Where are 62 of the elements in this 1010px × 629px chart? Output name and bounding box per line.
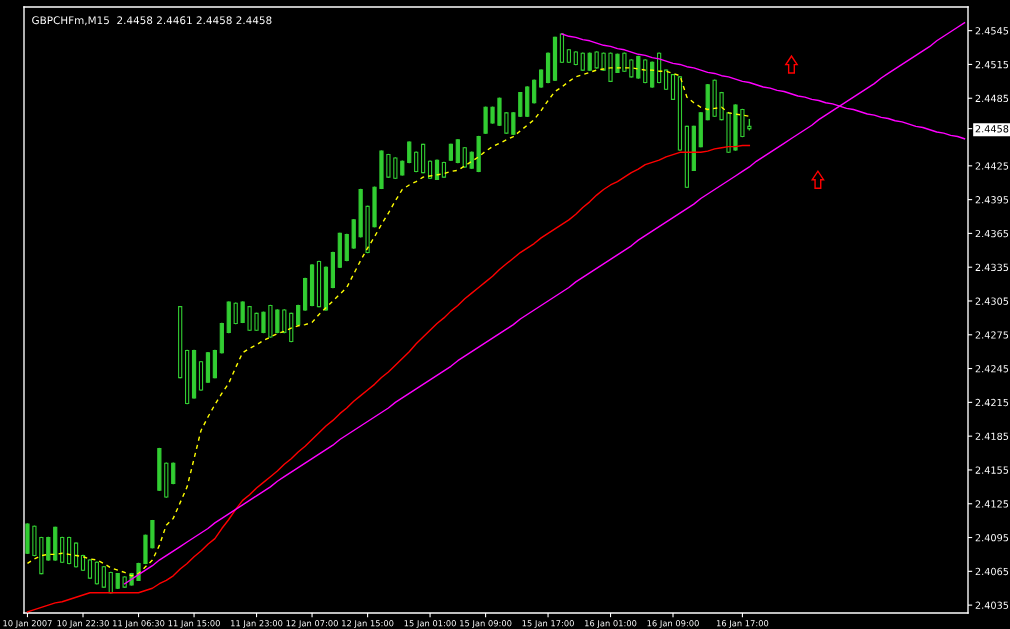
y-tick-label: 2.4425 xyxy=(975,162,1009,170)
candlestick xyxy=(622,52,627,72)
x-tick-label: 15 Jan 09:00 xyxy=(460,620,512,628)
y-tick-label: 2.4335 xyxy=(975,263,1009,272)
candlestick xyxy=(296,304,301,326)
y-tick-label: 2.4065 xyxy=(975,567,1009,576)
line-series xyxy=(26,144,751,613)
y-tick-label: 2.4185 xyxy=(975,432,1009,440)
y-tick-label: 2.4095 xyxy=(975,534,1009,542)
x-tick-label: 12 Jan 07:00 xyxy=(286,620,338,628)
candlestick xyxy=(87,559,93,579)
candlestick xyxy=(414,151,419,173)
candlestick xyxy=(434,159,440,181)
candlestick xyxy=(663,69,669,90)
x-tick-label: 16 Jan 17:00 xyxy=(716,620,769,628)
y-tick-label: 2.4485 xyxy=(975,94,1009,103)
line-series xyxy=(26,67,751,577)
y-tick-label: 2.4245 xyxy=(975,365,1009,373)
candlestick xyxy=(518,91,523,117)
y-tick-label: 2.4365 xyxy=(975,229,1009,238)
x-tick-label: 16 Jan 01:00 xyxy=(585,620,637,628)
y-tick-label: 2.4125 xyxy=(975,500,1009,508)
y-tick-label: 2.4215 xyxy=(975,398,1009,407)
candlestick xyxy=(261,311,266,334)
x-tick-label: 15 Jan 01:00 xyxy=(404,620,456,628)
candlestick xyxy=(455,139,460,164)
candlestick xyxy=(393,157,398,179)
y-tick-label: 2.4515 xyxy=(975,60,1009,69)
candlestick xyxy=(101,566,106,588)
x-tick-label: 16 Jan 09:00 xyxy=(647,620,699,628)
candlestick xyxy=(504,112,509,134)
candlestick xyxy=(73,542,79,568)
y-tick-label: 2.4035 xyxy=(975,601,1009,609)
x-tick-label: 12 Jan 15:00 xyxy=(342,620,394,628)
candlestick xyxy=(532,79,537,104)
candlestick xyxy=(240,301,245,324)
y-tick-label: 2.4458 xyxy=(975,125,1009,133)
candlestick xyxy=(386,153,391,178)
x-tick-label: 11 Jan 06:30 xyxy=(113,620,165,628)
x-tick-label: 10 Jan 2007 xyxy=(3,620,52,628)
y-tick-label: 2.4305 xyxy=(975,297,1009,305)
candlestick xyxy=(636,55,641,79)
candlestick xyxy=(46,536,51,561)
candlestick xyxy=(511,112,516,135)
x-tick-label: 11 Jan 23:00 xyxy=(231,620,283,628)
y-tick-label: 2.4155 xyxy=(975,466,1009,474)
y-tick-label: 2.4275 xyxy=(975,331,1009,339)
candlestick xyxy=(282,309,287,334)
x-tick-label: 15 Jan 17:00 xyxy=(522,620,574,628)
candlestick xyxy=(94,561,99,585)
candlestick xyxy=(247,305,252,331)
y-tick-label: 2.4395 xyxy=(975,196,1009,204)
candlestick xyxy=(233,302,238,325)
x-tick-label: 10 Jan 22:30 xyxy=(57,620,109,628)
text: GBPCHFm,M15 2.4458 2.4461 2.4458 2.4458 xyxy=(32,16,272,26)
x-tick-label: 11 Jan 15:00 xyxy=(168,620,220,628)
candlestick xyxy=(275,309,280,334)
candlestick xyxy=(643,59,648,84)
candlestick xyxy=(171,462,176,485)
candlestick xyxy=(462,147,467,168)
y-tick-label: 2.4545 xyxy=(975,27,1009,35)
candlestick xyxy=(407,141,412,164)
